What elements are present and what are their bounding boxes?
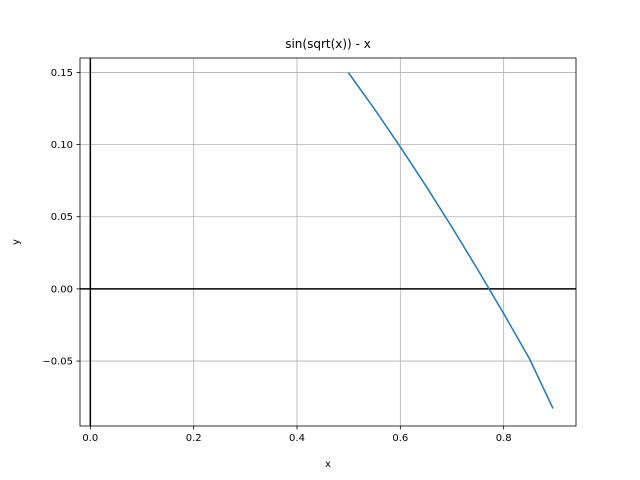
x-tick-label: 0.2 [186, 433, 202, 444]
y-tick-label: 0.10 [51, 140, 73, 151]
x-tick-label: 0.8 [496, 433, 512, 444]
series-group [347, 72, 554, 409]
reference-lines [80, 58, 576, 426]
x-axis-label: x [325, 459, 331, 470]
y-axis-label: y [11, 239, 22, 245]
y-ticks: −0.05 0.00 0.05 0.10 0.15 [42, 68, 80, 368]
y-tick-label: −0.05 [42, 357, 73, 368]
x-ticks: 0.0 0.2 0.4 0.6 0.8 [82, 426, 512, 444]
y-tick-label: 0.05 [51, 212, 73, 223]
x-tick-label: 0.6 [392, 433, 408, 444]
y-tick-label: 0.15 [51, 68, 73, 79]
x-tick-label: 0.4 [289, 433, 305, 444]
plot-frame [79, 57, 577, 427]
series-line [347, 72, 554, 409]
y-tick-label: 0.00 [51, 284, 73, 295]
x-tick-label: 0.0 [82, 433, 98, 444]
chart-title: sin(sqrt(x)) - x [285, 37, 371, 51]
